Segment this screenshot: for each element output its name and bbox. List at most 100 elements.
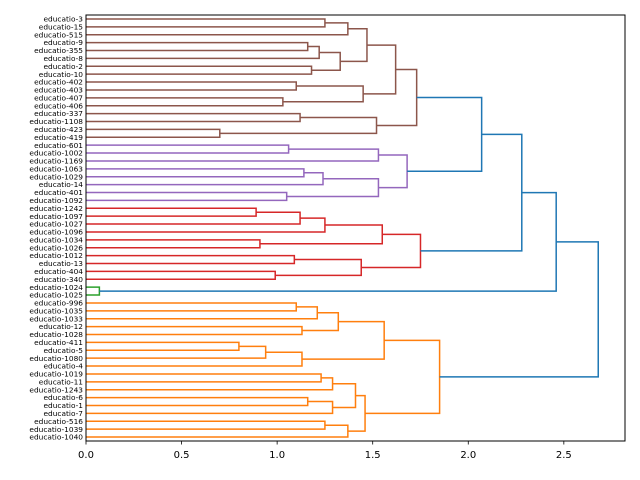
leaf-label: educatio-1243 xyxy=(29,385,83,394)
leaf-label: educatio-10 xyxy=(39,70,83,79)
leaf-label: educatio-1097 xyxy=(29,212,83,221)
dendrogram-link xyxy=(282,85,364,103)
leaf-label: educatio-6 xyxy=(44,393,84,402)
leaf-label: educatio-9 xyxy=(44,38,84,47)
leaf-label: educatio-1040 xyxy=(29,433,83,442)
dendrogram-link xyxy=(86,217,326,233)
dendrogram-link xyxy=(86,207,257,217)
leaf-label: educatio-11 xyxy=(39,377,83,386)
leaf-label: educatio-14 xyxy=(39,180,83,189)
x-tick-label: 1.5 xyxy=(365,450,381,461)
dendrogram-link xyxy=(420,133,523,252)
dendrogram-link xyxy=(286,177,380,198)
dendrogram-link xyxy=(86,211,301,225)
leaf-label: educatio-411 xyxy=(34,338,83,347)
leaf-label: educatio-1002 xyxy=(29,149,83,158)
dendrogram-link xyxy=(86,191,288,202)
dendrogram-link xyxy=(376,68,418,127)
leaf-label: educatio-1035 xyxy=(29,306,83,315)
leaf-label: educatio-5 xyxy=(44,346,84,355)
dendrogram-link xyxy=(347,394,366,432)
leaf-label: educatio-601 xyxy=(34,141,83,150)
leaf-label: educatio-1027 xyxy=(29,220,83,229)
leaf-label: educatio-7 xyxy=(44,409,84,418)
leaf-label: educatio-13 xyxy=(39,259,83,268)
leaf-label: educatio-1096 xyxy=(29,228,83,237)
dendrogram-link xyxy=(86,112,301,123)
dendrogram-link xyxy=(86,400,334,415)
dendrogram-link xyxy=(301,312,340,332)
dendrogram-link xyxy=(86,168,305,178)
leaf-label: educatio-355 xyxy=(34,46,83,55)
dendrogram-link xyxy=(340,28,368,63)
leaf-label: educatio-340 xyxy=(34,275,83,284)
leaf-label: educatio-1028 xyxy=(29,330,83,339)
leaf-label: educatio-423 xyxy=(34,125,83,134)
dendrogram-link xyxy=(86,286,101,296)
dendrogram-link xyxy=(86,81,297,91)
leaf-label: educatio-403 xyxy=(34,86,83,95)
dendrogram-link xyxy=(86,128,221,139)
dendrogram-link xyxy=(365,339,441,415)
dendrogram-link xyxy=(363,44,397,95)
x-tick-label: 2.5 xyxy=(556,450,572,461)
leaf-label: educatio-8 xyxy=(44,54,84,63)
dendrogram-link xyxy=(311,51,341,71)
leaf-label: educatio-337 xyxy=(34,109,83,118)
dendrogram-link xyxy=(86,424,349,438)
leaf-label: educatio-1034 xyxy=(29,235,83,244)
leaf-label: educatio-1063 xyxy=(29,164,83,173)
leaf-label: educatio-1025 xyxy=(29,291,83,300)
leaf-label: educatio-1108 xyxy=(29,117,83,126)
dendrogram-links xyxy=(86,18,599,438)
dendrogram-link xyxy=(301,320,385,360)
dendrogram-link xyxy=(361,233,422,269)
plot-frame xyxy=(85,14,626,442)
x-tick-label: 0.0 xyxy=(78,450,94,461)
leaf-label: educatio-1019 xyxy=(29,370,83,379)
dendrogram-link xyxy=(86,18,326,28)
dendrogram-link xyxy=(86,377,334,391)
dendrogram-link xyxy=(86,306,319,320)
leaf-label: educatio-1012 xyxy=(29,251,83,260)
leaf-label: educatio-3 xyxy=(44,15,84,24)
dendrogram-link xyxy=(259,224,384,245)
leaf-label: educatio-1029 xyxy=(29,172,83,181)
leaf-label: educatio-1024 xyxy=(29,283,83,292)
dendrogram-link xyxy=(86,144,290,154)
dendrogram-link xyxy=(86,97,284,107)
dendrogram-link xyxy=(219,116,378,135)
x-tick-label: 0.5 xyxy=(174,450,190,461)
leaf-label: educatio-1092 xyxy=(29,196,83,205)
leaf-label: educatio-996 xyxy=(34,299,83,308)
dendrogram-link xyxy=(86,148,380,162)
dendrogram-link xyxy=(99,191,557,292)
dendrogram-link xyxy=(439,241,599,378)
dendrogram-link xyxy=(86,325,303,336)
leaf-label: educatio-1169 xyxy=(29,157,83,166)
dendrogram-link xyxy=(86,254,296,265)
leaf-labels: educatio-3educatio-15educatio-515educati… xyxy=(29,15,83,442)
leaf-label: educatio-1033 xyxy=(29,314,83,323)
leaf-label: educatio-401 xyxy=(34,188,83,197)
leaf-label: educatio-515 xyxy=(34,30,83,39)
leaf-label: educatio-407 xyxy=(34,93,83,102)
leaf-label: educatio-1026 xyxy=(29,243,83,252)
leaf-label: educatio-4 xyxy=(44,362,84,371)
dendrogram-link xyxy=(275,258,362,277)
dendrogram-link xyxy=(86,341,240,352)
dendrogram-link xyxy=(378,154,408,189)
leaf-label: educatio-1242 xyxy=(29,204,83,213)
leaf-label: educatio-404 xyxy=(34,267,83,276)
leaf-label: educatio-402 xyxy=(34,78,83,87)
x-tick-label: 2.0 xyxy=(460,450,476,461)
leaf-label: educatio-419 xyxy=(34,133,83,142)
x-axis: 0.0 0.5 1.0 1.5 2.0 2.5 xyxy=(78,441,572,461)
leaf-label: educatio-1039 xyxy=(29,425,83,434)
dendrogram-link xyxy=(86,239,261,249)
leaf-label: educatio-406 xyxy=(34,101,83,110)
leaf-label: educatio-1080 xyxy=(29,354,83,363)
dendrogram-link xyxy=(86,41,309,52)
dendrogram-link xyxy=(332,383,357,409)
leaf-label: educatio-2 xyxy=(44,62,84,71)
